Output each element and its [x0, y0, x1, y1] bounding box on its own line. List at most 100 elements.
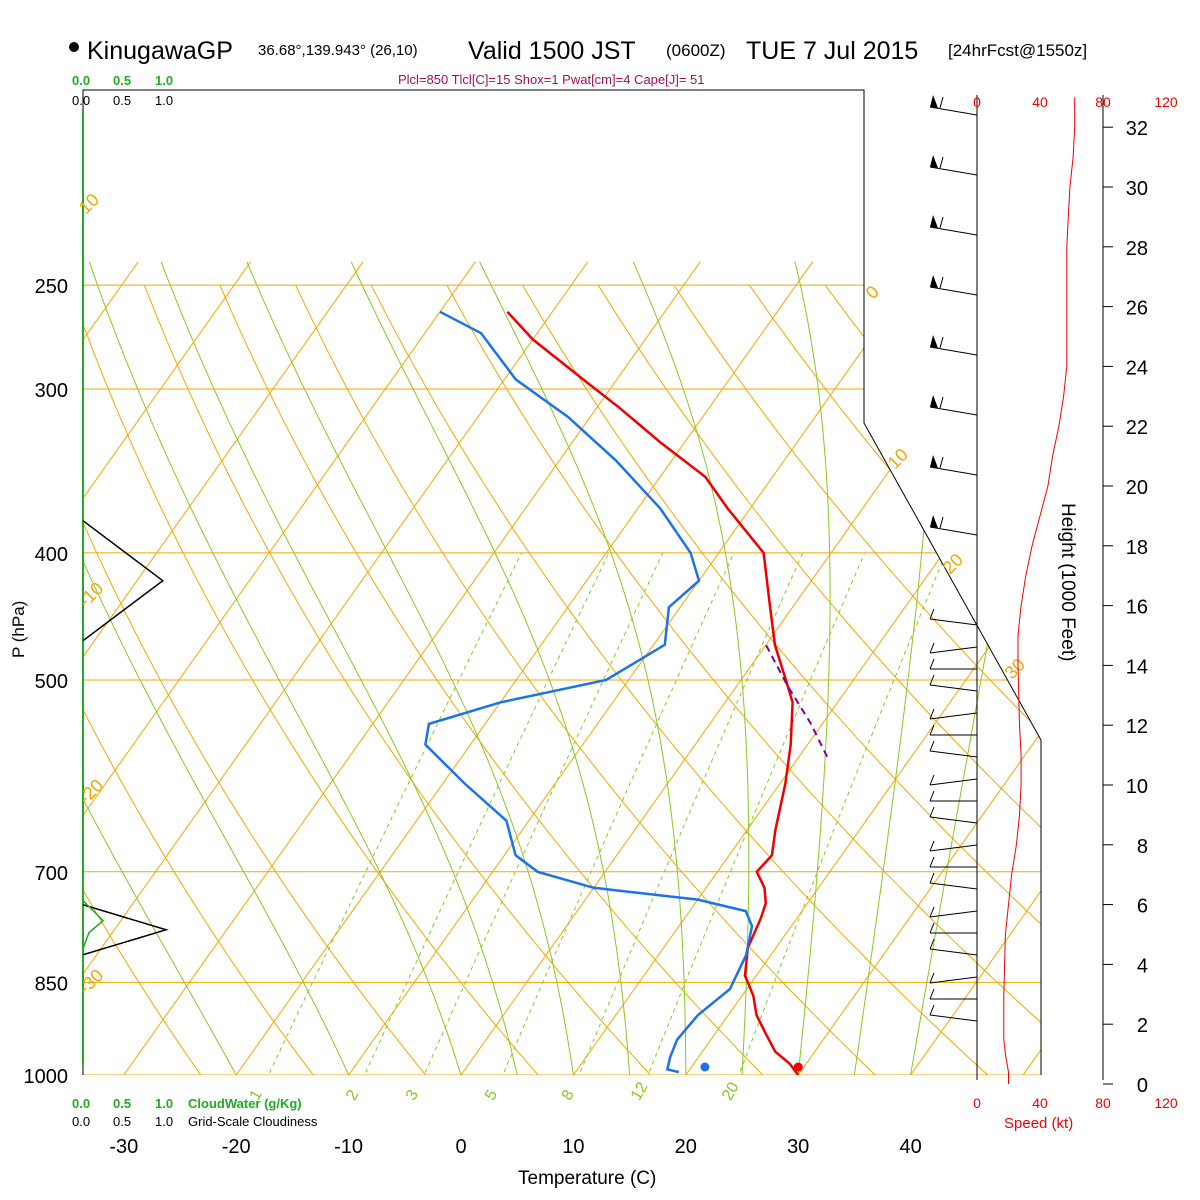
dry-adiabat: [83, 284, 575, 1075]
height-tick-label: 2: [1137, 1015, 1148, 1037]
moist-adiabat: [83, 261, 237, 1075]
cloudiness-tick-bottom-2: 1.0: [155, 1114, 173, 1129]
height-tick-label: 30: [1126, 178, 1148, 200]
valid-time: Valid 1500 JST: [468, 37, 636, 65]
wind-barb-feather: [929, 740, 935, 752]
pressure-tick-label: 500: [35, 671, 68, 693]
wind-barb-feather: [929, 658, 935, 670]
mixing-ratio-line: [631, 552, 866, 1075]
wind-barb-flag: [930, 155, 938, 168]
wind-barb-feather: [939, 156, 944, 169]
dry-adiabat: [83, 284, 461, 1075]
mixing-ratio-label: 3: [403, 1087, 422, 1103]
wind-barb-flag: [930, 215, 938, 228]
moist-adiabat: [88, 261, 462, 1075]
cloudiness-tick-top-2: 1.0: [155, 93, 173, 108]
pressure-tick-label: 400: [35, 544, 68, 566]
wind-barb-feather: [939, 96, 944, 109]
wind-barb-feather: [939, 216, 944, 229]
isotherm-line: [431, 261, 1038, 1075]
wind-barb-feather: [929, 906, 935, 918]
cloudwater-tick-bottom-0: 0.0: [72, 1096, 90, 1111]
wind-barb-feather: [929, 790, 935, 802]
cloud-water-shape: [82, 900, 105, 949]
wind-barb-feather: [929, 724, 935, 736]
wind-barb-feather: [939, 396, 944, 409]
dewpoint-line: [424, 310, 754, 1074]
height-tick-label: 32: [1126, 118, 1148, 140]
height-tick-label: 4: [1137, 955, 1148, 977]
wind-barb-staff: [929, 778, 978, 786]
wind-barb-feather: [929, 774, 935, 786]
isotherm-label: 30: [1001, 655, 1029, 683]
height-tick-label: 8: [1137, 836, 1148, 858]
isotherm-label: -30: [75, 965, 108, 998]
wind-barb-staff: [929, 882, 978, 890]
y-axis-title: P (hPa): [9, 601, 28, 658]
temperature-tick-label: -30: [109, 1136, 138, 1158]
speed-tick-top: 40: [1032, 94, 1048, 110]
cloudiness-tick-top-0: 0.0: [72, 93, 90, 108]
wind-barb-flag: [930, 455, 938, 468]
wind-barb-staff: [929, 684, 978, 692]
dry-adiabat: [1052, 285, 1200, 1116]
mixing-ratio-line: [561, 552, 804, 1075]
wind-barb-staff: [929, 910, 978, 918]
dry-adiabat: [748, 284, 1041, 1075]
wind-barb-staff: [929, 286, 978, 296]
temperature-tick-label: 30: [787, 1136, 809, 1158]
pressure-tick-label: 1000: [24, 1066, 69, 1088]
isotherm-label: 0: [862, 282, 883, 303]
cloud-panel: 0.0 0.5 1.0 0.0 0.5 1.0 0.0 0.5 1.0 Clou…: [72, 73, 318, 1129]
speed-tick-bottom: 0: [973, 1095, 981, 1111]
wind-barb-feather: [939, 456, 944, 469]
dry-adiabat: [522, 284, 1041, 1075]
station-name: KinugawaGP: [87, 37, 233, 65]
moist-adiabat: [794, 261, 831, 1075]
isotherm-line: [993, 261, 1041, 1075]
isotherm-line: [656, 261, 1041, 1075]
x-axis-title: Temperature (C): [518, 1168, 656, 1189]
temperature-tick-label: 40: [899, 1136, 921, 1158]
dry-adiabat: [295, 284, 920, 1075]
background-lines: [83, 261, 1200, 1116]
cloudiness-tick-top-1: 0.5: [113, 93, 131, 108]
height-tick-label: 14: [1126, 656, 1148, 678]
cloudwater-tick-bottom-1: 0.5: [113, 1096, 131, 1111]
height-tick-label: 28: [1126, 238, 1148, 260]
isotherm-line: [768, 261, 1041, 1075]
parcel-line: [765, 644, 828, 758]
mixing-ratio-label: 8: [559, 1087, 578, 1103]
pressure-tick-label: 300: [35, 380, 68, 402]
moist-adiabat: [350, 261, 631, 1075]
pressure-tick-label: 250: [35, 276, 68, 298]
height-tick-label: 22: [1126, 417, 1148, 439]
wind-barb-feather: [929, 872, 935, 884]
isotherm-line: [83, 261, 252, 1075]
wind-barb-feather: [939, 276, 944, 289]
isotherm-line: [94, 261, 701, 1075]
wind-barb-feather: [929, 642, 935, 654]
temperature-tick-label: 10: [562, 1136, 584, 1158]
wind-barb-staff: [929, 844, 978, 852]
wind-barb-feather: [929, 1004, 935, 1016]
wind-barb-flag: [930, 335, 938, 348]
height-tick-label: 0: [1137, 1075, 1148, 1097]
temperature-tick-label: 20: [675, 1136, 697, 1158]
wind-barb-feather: [939, 516, 944, 529]
wind-barb-feather: [929, 806, 935, 818]
cloudwater-tick-bottom-2: 1.0: [155, 1096, 173, 1111]
mixing-ratio-label: 12: [628, 1079, 652, 1103]
speed-axis-title: Speed (kt): [1004, 1115, 1073, 1132]
wind-barb-feather: [929, 840, 935, 852]
forecast-info: [24hrFcst@1550z]: [948, 41, 1087, 60]
moist-adiabat: [83, 261, 350, 1075]
dry-adiabat: [597, 284, 1041, 1075]
isotherm-line: [543, 261, 1041, 1075]
dry-adiabat: [446, 284, 1041, 1075]
isotherm-label: 10: [884, 445, 912, 473]
height-tick-label: 12: [1126, 716, 1148, 738]
height-tick-label: 20: [1126, 477, 1148, 499]
cloudwater-tick-top-1: 0.5: [113, 73, 131, 88]
cloudiness-label: Grid-Scale Cloudiness: [188, 1114, 318, 1129]
